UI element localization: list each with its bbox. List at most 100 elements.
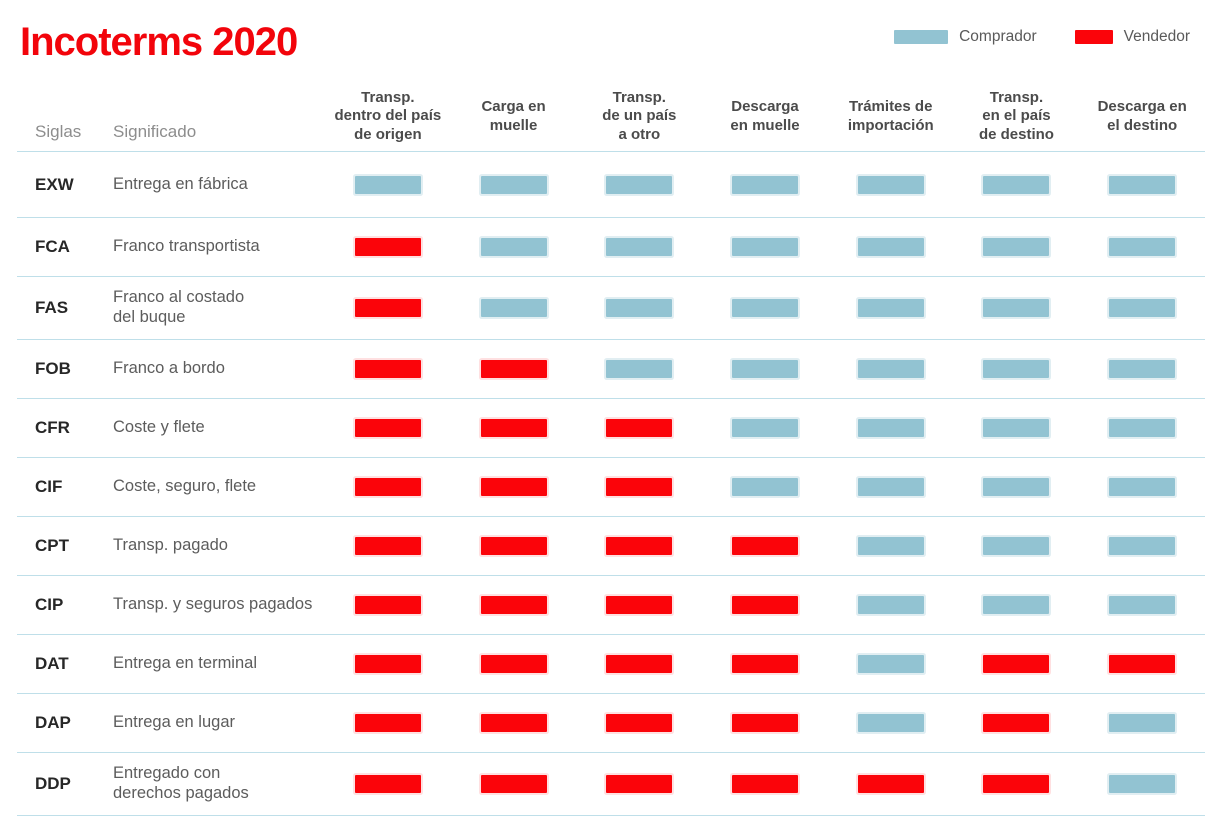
vendedor-bar <box>480 655 547 673</box>
stage-cell <box>325 419 451 437</box>
vendedor-bar <box>354 775 421 793</box>
incoterm-code: DAT <box>35 654 69 673</box>
legend-item-comprador: Comprador <box>894 28 1037 46</box>
comprador-bar <box>1109 478 1176 496</box>
comprador-bar <box>983 419 1050 437</box>
stage-cell <box>576 299 702 317</box>
table-row: FCA Franco transportista <box>17 218 1205 277</box>
comprador-swatch <box>894 30 949 44</box>
table-row: DDP Entregado con derechos pagados <box>17 753 1205 816</box>
stage-cell <box>325 238 451 256</box>
comprador-bar <box>1109 714 1176 732</box>
comprador-bar <box>606 238 673 256</box>
table-row: CPT Transp. pagado <box>17 517 1205 576</box>
stage-cell <box>954 360 1080 378</box>
vendedor-bar <box>480 478 547 496</box>
stage-cells <box>325 775 1205 793</box>
legend: Comprador Vendedor <box>894 28 1190 46</box>
stage-cell <box>702 419 828 437</box>
stage-column-header: Trámites de importación <box>847 98 934 134</box>
comprador-bar <box>857 714 924 732</box>
stage-cell <box>828 238 954 256</box>
comprador-bar <box>732 419 799 437</box>
vendedor-bar <box>606 655 673 673</box>
stage-cell <box>702 360 828 378</box>
vendedor-bar <box>606 419 673 437</box>
comprador-bar <box>857 655 924 673</box>
stage-cell <box>576 596 702 614</box>
comprador-bar <box>732 299 799 317</box>
incoterm-meaning: Franco transportista <box>113 237 260 256</box>
stage-cell <box>451 360 577 378</box>
comprador-bar <box>983 596 1050 614</box>
stage-cell <box>954 775 1080 793</box>
comprador-bar <box>732 238 799 256</box>
comprador-bar <box>983 299 1050 317</box>
stage-cell <box>325 775 451 793</box>
comprador-bar <box>857 419 924 437</box>
vendedor-bar <box>606 714 673 732</box>
stage-cell <box>451 419 577 437</box>
vendedor-bar <box>732 655 799 673</box>
stage-cell <box>954 714 1080 732</box>
stage-cell <box>828 714 954 732</box>
stage-cells <box>325 419 1205 437</box>
comprador-bar <box>1109 299 1176 317</box>
stage-cell <box>451 299 577 317</box>
vendedor-bar <box>480 775 547 793</box>
comprador-bar <box>857 299 924 317</box>
stage-cells <box>325 175 1205 194</box>
stage-cell <box>702 478 828 496</box>
stage-cell <box>325 360 451 378</box>
vendedor-swatch <box>1074 30 1113 44</box>
vendedor-bar <box>732 775 799 793</box>
stage-cell <box>828 478 954 496</box>
comprador-label: Comprador <box>959 28 1037 45</box>
table-row: FOB Franco a bordo <box>17 340 1205 399</box>
stage-cell <box>325 478 451 496</box>
column-header-siglas: Siglas <box>35 122 82 141</box>
stage-cell <box>828 775 954 793</box>
vendedor-bar <box>354 360 421 378</box>
stage-cell <box>1079 419 1205 437</box>
vendedor-bar <box>732 714 799 732</box>
vendedor-bar <box>354 299 421 317</box>
comprador-bar <box>983 175 1050 194</box>
incoterm-code: DDP <box>35 774 71 793</box>
page-title: Incoterms 2020 <box>20 20 298 64</box>
comprador-bar <box>857 175 924 194</box>
comprador-bar <box>983 537 1050 555</box>
stage-cell <box>576 537 702 555</box>
vendedor-label: Vendedor <box>1123 28 1190 45</box>
comprador-bar <box>983 478 1050 496</box>
stage-header-area: Transp. dentro del país de origen Carga e… <box>325 76 1205 151</box>
stage-cell <box>576 655 702 673</box>
vendedor-bar <box>606 596 673 614</box>
comprador-bar <box>732 360 799 378</box>
stage-cell <box>702 655 828 673</box>
table-row: CFR Coste y flete <box>17 399 1205 458</box>
stage-cell <box>702 596 828 614</box>
incoterm-meaning: Coste y flete <box>113 418 205 437</box>
stage-cell <box>325 596 451 614</box>
stage-cell <box>954 175 1080 194</box>
incoterm-meaning: Transp. y seguros pagados <box>113 595 313 614</box>
stage-cell <box>576 175 702 194</box>
stage-cell <box>451 238 577 256</box>
stage-cell <box>325 537 451 555</box>
incoterm-meaning: Transp. pagado <box>113 536 228 555</box>
incoterm-code: EXW <box>35 174 74 194</box>
stage-cell <box>576 360 702 378</box>
stage-cell <box>1079 175 1205 194</box>
table-row: EXW Entrega en fábrica <box>17 152 1205 218</box>
comprador-bar <box>857 596 924 614</box>
comprador-bar <box>732 175 799 194</box>
stage-cell <box>576 419 702 437</box>
vendedor-bar <box>732 537 799 555</box>
vendedor-bar <box>354 419 421 437</box>
stage-cell <box>576 238 702 256</box>
vendedor-bar <box>354 596 421 614</box>
vendedor-bar <box>354 238 421 256</box>
stage-cell <box>451 478 577 496</box>
stage-cell <box>702 775 828 793</box>
